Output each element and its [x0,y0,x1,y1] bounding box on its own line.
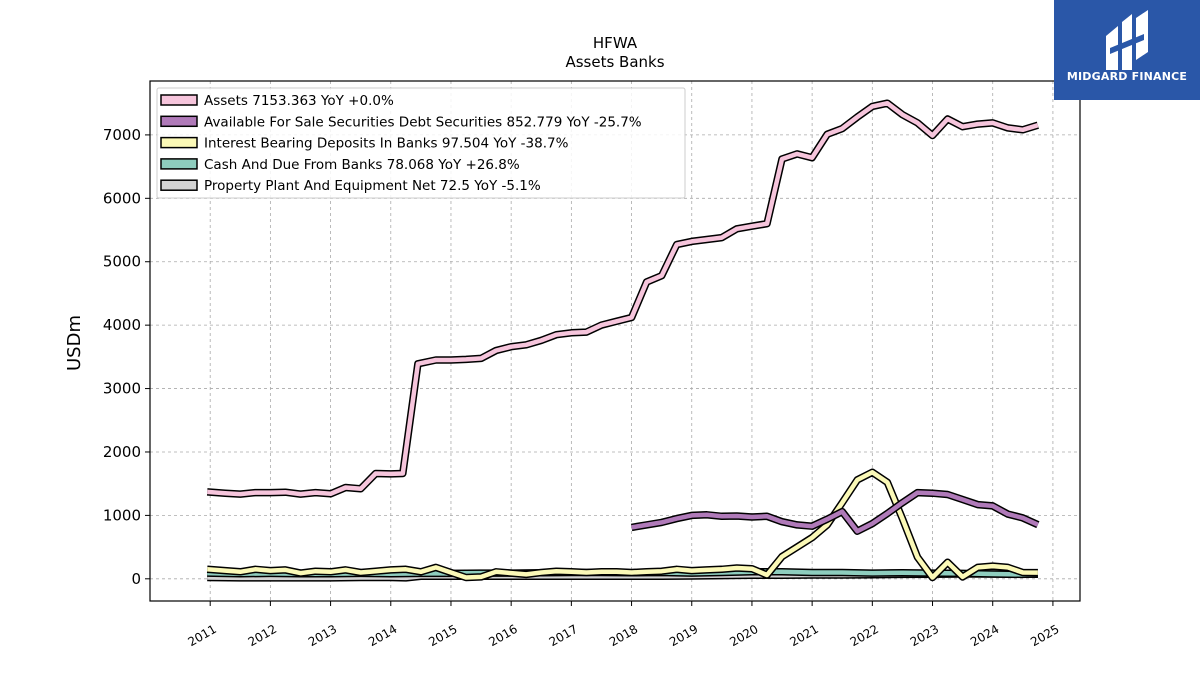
chart-subtitle: Assets Banks [565,53,664,71]
legend-swatch [160,158,198,170]
chart-title: HFWA [593,34,638,52]
legend-label: Cash And Due From Banks 78.068 YoY +26.8… [204,157,520,173]
y-tick-label: 4000 [103,316,141,334]
series-line-outline [206,468,1038,582]
series-line [207,470,1038,580]
y-tick-label: 6000 [103,189,141,207]
legend-swatch [160,115,198,128]
x-tick-label: 2025 [1028,622,1061,649]
x-tick-label: 2011 [185,622,218,649]
y-tick-label: 0 [131,570,141,588]
legend-swatch [160,136,198,149]
legend-box [156,87,686,199]
x-axis: 2011 2012 2013 2014 2015 2016 2017 2018 2019 2020… [185,601,1062,649]
legend-label: Property Plant And Equipment Net 72.5 Yo… [204,178,541,194]
x-tick-label: 2021 [787,622,820,649]
x-tick-label: 2015 [426,622,459,649]
x-tick-label: 2024 [968,622,1001,649]
y-tick-label: 7000 [103,126,141,144]
x-tick-label: 2013 [306,622,339,649]
x-tick-label: 2016 [486,622,519,649]
x-tick-label: 2012 [246,622,279,649]
x-tick-label: 2022 [848,622,881,649]
series-line [631,490,1039,534]
y-tick-label: 5000 [103,253,141,271]
y-axis: 0 1000 2000 3000 4000 5000 6000 7000 [103,126,150,588]
y-axis-label: USDm [64,315,85,371]
legend-label: Assets 7153.363 YoY +0.0% [204,93,394,109]
x-tick-label: 2023 [908,622,941,649]
midgard-finance-logo: MIDGARD FINANCE [1054,0,1200,100]
midgard-logo-icon [1106,10,1148,70]
legend: Assets 7153.363 YoY +0.0% Available For S… [156,87,686,199]
plot-frame [149,80,1081,602]
y-tick-label: 2000 [103,443,141,461]
legend-label: Interest Bearing Deposits In Banks 97.50… [204,136,569,152]
series-line [207,100,1039,497]
plot-lines [206,99,1040,582]
x-tick-label: 2020 [727,622,760,649]
x-tick-label: 2019 [667,622,700,649]
legend-label: Available For Sale Securities Debt Secur… [204,114,642,130]
logo-text: MIDGARD FINANCE [1066,70,1188,83]
y-tick-label: 3000 [103,380,141,398]
x-tick-label: 2017 [547,622,580,649]
series-line-outline [630,488,1040,535]
x-tick-label: 2018 [607,622,640,649]
legend-swatch [160,94,198,106]
y-tick-label: 1000 [103,506,141,524]
legend-swatch [160,179,198,191]
x-tick-label: 2014 [366,622,399,649]
